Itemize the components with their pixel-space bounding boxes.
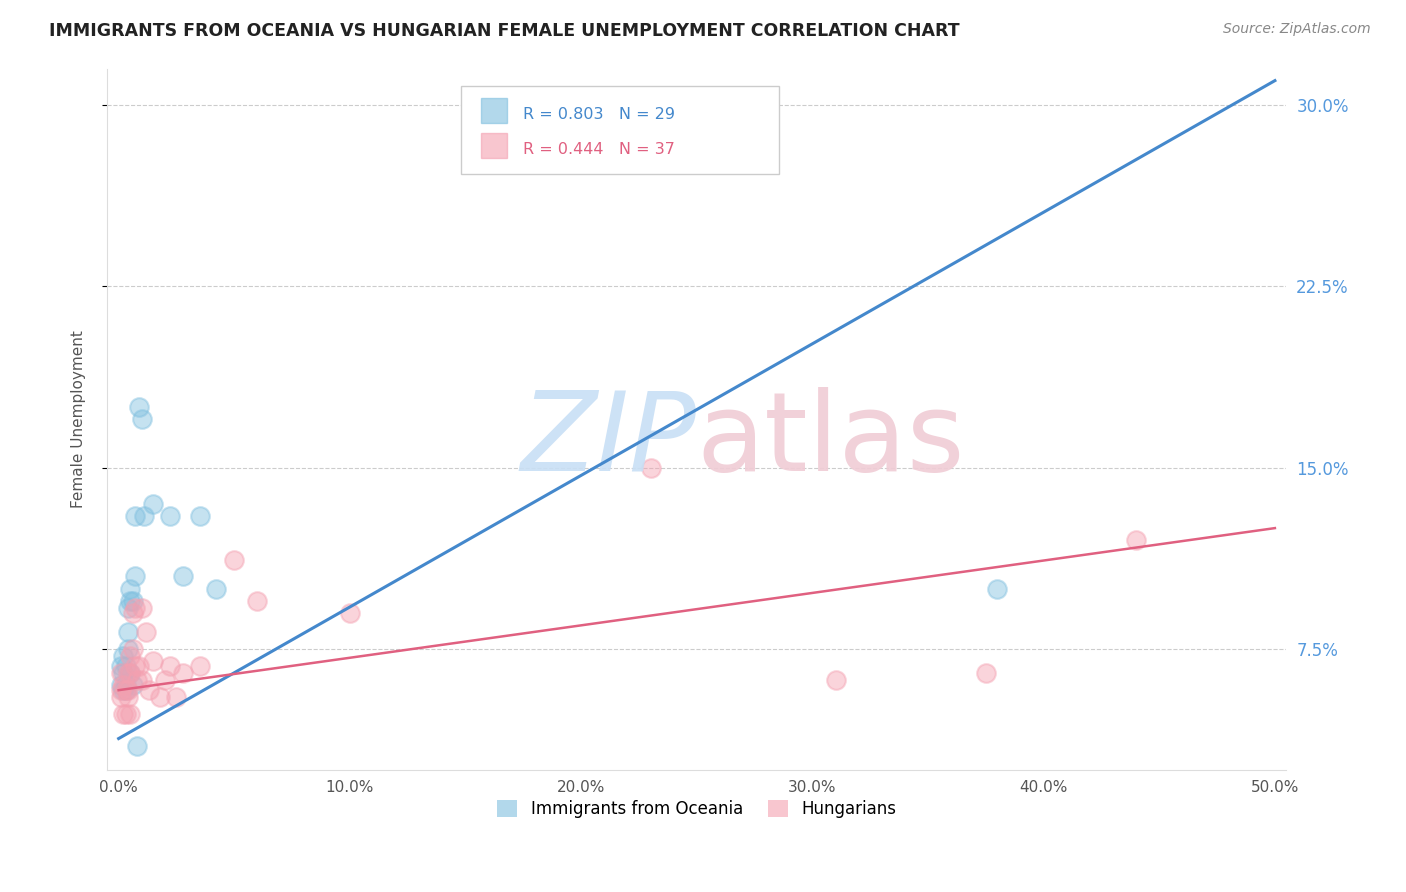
Point: [120, 666, 142, 681]
Point: [127, 739, 149, 753]
Point: [128, 659, 150, 673]
Point: [824, 673, 846, 688]
Point: [135, 625, 157, 640]
Point: [112, 707, 135, 722]
Point: [120, 649, 142, 664]
Point: [112, 678, 135, 692]
Point: [112, 666, 135, 681]
Point: [124, 569, 146, 583]
FancyBboxPatch shape: [481, 133, 508, 158]
Point: [986, 582, 1008, 596]
Point: [124, 659, 146, 673]
Point: [131, 601, 153, 615]
Point: [110, 678, 132, 692]
Text: ZIP: ZIP: [520, 387, 697, 494]
Point: [117, 683, 139, 698]
Point: [172, 666, 194, 681]
Point: [142, 497, 165, 511]
Point: [114, 683, 136, 698]
Point: [121, 593, 143, 607]
Point: [120, 593, 142, 607]
Point: [138, 683, 160, 698]
Point: [127, 673, 149, 688]
Point: [124, 601, 146, 615]
Point: [117, 690, 139, 705]
Point: [117, 625, 139, 640]
Point: [120, 666, 142, 681]
Point: [153, 673, 176, 688]
Point: [117, 642, 139, 657]
Point: [159, 508, 181, 523]
Text: Source: ZipAtlas.com: Source: ZipAtlas.com: [1223, 22, 1371, 37]
FancyBboxPatch shape: [461, 86, 779, 174]
Point: [731, 117, 754, 131]
Point: [131, 412, 153, 426]
Point: [974, 666, 997, 681]
Point: [159, 659, 181, 673]
Point: [149, 690, 172, 705]
Point: [165, 690, 187, 705]
Point: [117, 666, 139, 681]
Point: [114, 678, 136, 692]
Point: [110, 666, 132, 681]
Text: R = 0.444   N = 37: R = 0.444 N = 37: [523, 142, 675, 157]
Text: R = 0.803   N = 29: R = 0.803 N = 29: [523, 107, 675, 121]
Point: [114, 683, 136, 698]
Point: [128, 400, 150, 414]
Point: [117, 601, 139, 615]
Point: [110, 683, 132, 698]
Point: [121, 606, 143, 620]
Point: [1125, 533, 1147, 548]
Point: [124, 508, 146, 523]
Point: [339, 606, 361, 620]
Point: [188, 508, 211, 523]
Text: atlas: atlas: [697, 387, 966, 494]
Point: [110, 659, 132, 673]
Y-axis label: Female Unemployment: Female Unemployment: [72, 330, 86, 508]
Point: [121, 642, 143, 657]
Point: [112, 683, 135, 698]
Point: [204, 582, 226, 596]
Point: [114, 659, 136, 673]
Point: [224, 552, 246, 566]
Point: [120, 707, 142, 722]
Point: [246, 593, 269, 607]
Point: [640, 460, 662, 475]
Point: [172, 569, 194, 583]
Point: [114, 707, 136, 722]
Point: [121, 678, 143, 692]
Point: [188, 659, 211, 673]
Point: [131, 673, 153, 688]
Legend: Immigrants from Oceania, Hungarians: Immigrants from Oceania, Hungarians: [491, 793, 903, 825]
Point: [142, 654, 165, 668]
Point: [132, 508, 155, 523]
Point: [120, 582, 142, 596]
Text: IMMIGRANTS FROM OCEANIA VS HUNGARIAN FEMALE UNEMPLOYMENT CORRELATION CHART: IMMIGRANTS FROM OCEANIA VS HUNGARIAN FEM…: [49, 22, 960, 40]
FancyBboxPatch shape: [481, 98, 508, 122]
Point: [110, 690, 132, 705]
Point: [112, 649, 135, 664]
